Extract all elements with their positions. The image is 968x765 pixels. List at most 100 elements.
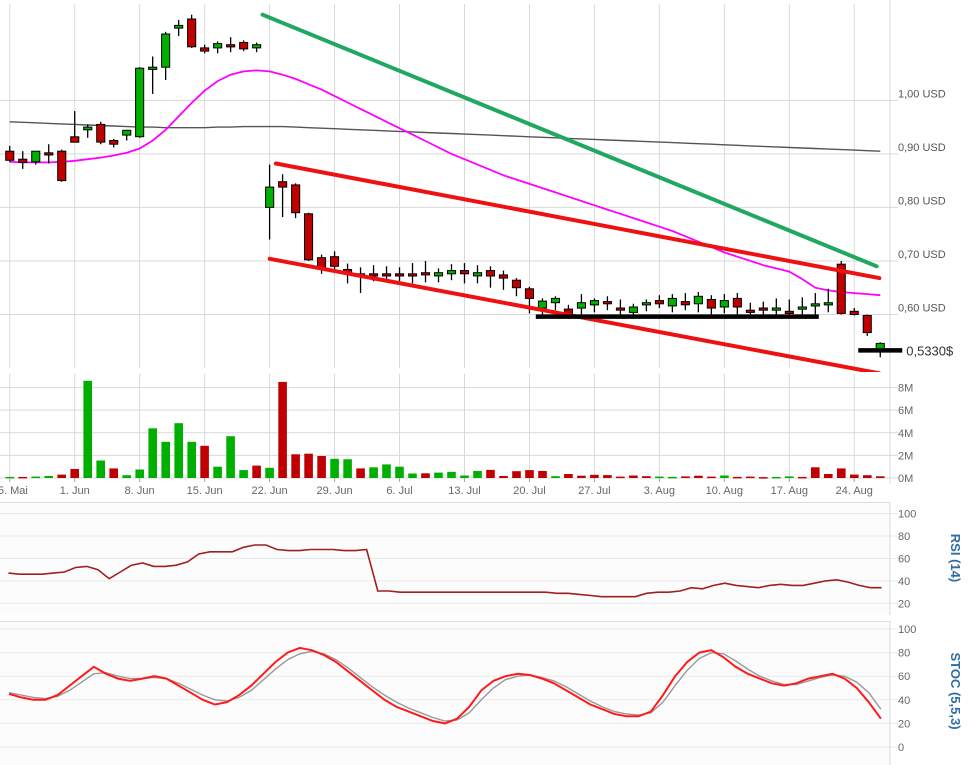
volume-bar[interactable] xyxy=(83,380,92,478)
volume-bar[interactable] xyxy=(460,475,469,479)
candlestick[interactable] xyxy=(485,266,495,288)
volume-bar[interactable] xyxy=(616,476,625,479)
candlestick[interactable] xyxy=(174,20,184,37)
volume-bar[interactable] xyxy=(837,468,846,478)
volume-bar[interactable] xyxy=(96,460,105,479)
volume-bar[interactable] xyxy=(629,475,638,479)
candlestick[interactable] xyxy=(18,151,28,169)
candlestick[interactable] xyxy=(395,267,405,282)
volume-bar[interactable] xyxy=(5,476,15,479)
candlestick[interactable] xyxy=(810,293,820,315)
volume-bar[interactable] xyxy=(798,476,807,479)
volume-bar[interactable] xyxy=(720,475,729,479)
volume-bar[interactable] xyxy=(707,476,716,479)
volume-bar[interactable] xyxy=(590,474,599,478)
candlestick[interactable] xyxy=(537,298,548,316)
volume-bar[interactable] xyxy=(226,436,235,478)
volume-bar[interactable] xyxy=(785,476,794,478)
candlestick[interactable] xyxy=(291,183,301,219)
volume-bar[interactable] xyxy=(278,381,287,478)
volume-bar[interactable] xyxy=(746,476,755,479)
volume-bar[interactable] xyxy=(109,468,118,478)
price-chart-panel[interactable]: 0,5330$ 1,00 USD 0,90 USD 0,80 USD 0,70 USD 0… xyxy=(0,0,968,372)
candlestick[interactable] xyxy=(576,294,587,315)
volume-bar[interactable] xyxy=(525,470,534,478)
stochastic-indicator-panel[interactable]: 100 80 60 40 20 0 STOC (5,5,3) xyxy=(0,621,968,765)
candlestick[interactable] xyxy=(239,40,249,52)
volume-bar[interactable] xyxy=(44,476,53,478)
volume-bar[interactable] xyxy=(447,471,456,478)
volume-bar[interactable] xyxy=(187,441,196,478)
volume-bar[interactable] xyxy=(265,467,274,478)
candlestick[interactable] xyxy=(44,144,54,164)
candlestick[interactable] xyxy=(265,164,275,240)
volume-bar[interactable] xyxy=(343,459,352,478)
volume-bar[interactable] xyxy=(31,476,40,479)
volume-bar[interactable] xyxy=(577,475,586,478)
rsi-chart-svg[interactable]: 100 80 60 40 20 RSI (14) xyxy=(0,502,968,615)
volume-bar[interactable] xyxy=(239,470,248,478)
volume-bar[interactable] xyxy=(655,476,664,479)
volume-bar[interactable] xyxy=(135,469,144,479)
volume-chart-panel[interactable]: 8M 6M 4M 2M 0M 25. Mai 1. Jun 8. Jun 15. Jun 22. … xyxy=(0,372,968,500)
candlestick[interactable] xyxy=(96,121,106,145)
volume-bar[interactable] xyxy=(57,474,66,478)
stochastic-chart-svg[interactable]: 100 80 60 40 20 0 STOC (5,5,3) xyxy=(0,621,968,765)
candlestick[interactable] xyxy=(187,14,197,48)
candlestick[interactable] xyxy=(797,297,807,316)
volume-bar[interactable] xyxy=(538,471,547,478)
volume-bar[interactable] xyxy=(876,476,885,478)
green-trendline[interactable] xyxy=(260,12,879,269)
volume-bar[interactable] xyxy=(512,471,521,478)
volume-bar[interactable] xyxy=(122,475,131,478)
volume-bar[interactable] xyxy=(317,456,326,478)
volume-bar[interactable] xyxy=(473,471,482,478)
candlestick[interactable] xyxy=(31,150,41,165)
candlestick[interactable] xyxy=(421,260,431,283)
candlestick[interactable] xyxy=(447,264,457,281)
volume-bar[interactable] xyxy=(551,476,560,478)
candlestick[interactable] xyxy=(278,174,288,218)
candlestick[interactable] xyxy=(667,294,677,313)
volume-bar[interactable] xyxy=(18,476,27,479)
candlestick[interactable] xyxy=(122,129,132,141)
candlestick[interactable] xyxy=(408,263,418,284)
volume-bar[interactable] xyxy=(421,473,430,478)
volume-bar[interactable] xyxy=(642,476,651,478)
candlestick[interactable] xyxy=(654,295,665,309)
volume-bar[interactable] xyxy=(486,469,495,478)
candlestick[interactable] xyxy=(693,291,703,313)
candlestick-series[interactable] xyxy=(5,14,885,358)
candlestick[interactable] xyxy=(135,67,145,138)
volume-bar[interactable] xyxy=(213,466,222,478)
candlestick[interactable] xyxy=(589,298,600,313)
volume-bar[interactable] xyxy=(408,473,417,479)
candlestick[interactable] xyxy=(83,124,93,138)
candlestick[interactable] xyxy=(161,31,171,81)
candlestick[interactable] xyxy=(680,293,690,311)
candlestick[interactable] xyxy=(200,44,210,54)
volume-bar[interactable] xyxy=(252,465,261,478)
candlestick[interactable] xyxy=(226,37,236,53)
volume-bar[interactable] xyxy=(148,428,157,478)
volume-bar[interactable] xyxy=(70,469,79,478)
candlestick[interactable] xyxy=(498,270,508,290)
candlestick[interactable] xyxy=(849,308,859,316)
candlestick[interactable] xyxy=(109,138,119,148)
volume-bar[interactable] xyxy=(330,458,339,478)
candlestick[interactable] xyxy=(732,293,742,316)
volume-bar[interactable] xyxy=(200,445,209,478)
candlestick[interactable] xyxy=(356,267,366,294)
volume-bar[interactable] xyxy=(603,475,612,478)
volume-bar[interactable] xyxy=(694,475,703,478)
price-chart-svg[interactable]: 0,5330$ 1,00 USD 0,90 USD 0,80 USD 0,70 USD 0… xyxy=(0,0,968,372)
candlestick[interactable] xyxy=(758,301,768,316)
volume-bar[interactable] xyxy=(499,476,508,478)
volume-bar[interactable] xyxy=(291,454,300,478)
volume-bar[interactable] xyxy=(681,476,690,478)
candlestick[interactable] xyxy=(5,145,15,162)
volume-bar[interactable] xyxy=(850,474,859,478)
candlestick[interactable] xyxy=(434,268,444,283)
candlestick[interactable] xyxy=(460,263,470,284)
volume-chart-svg[interactable]: 8M 6M 4M 2M 0M 25. Mai 1. Jun 8. Jun 15. Jun 22. … xyxy=(0,372,968,500)
